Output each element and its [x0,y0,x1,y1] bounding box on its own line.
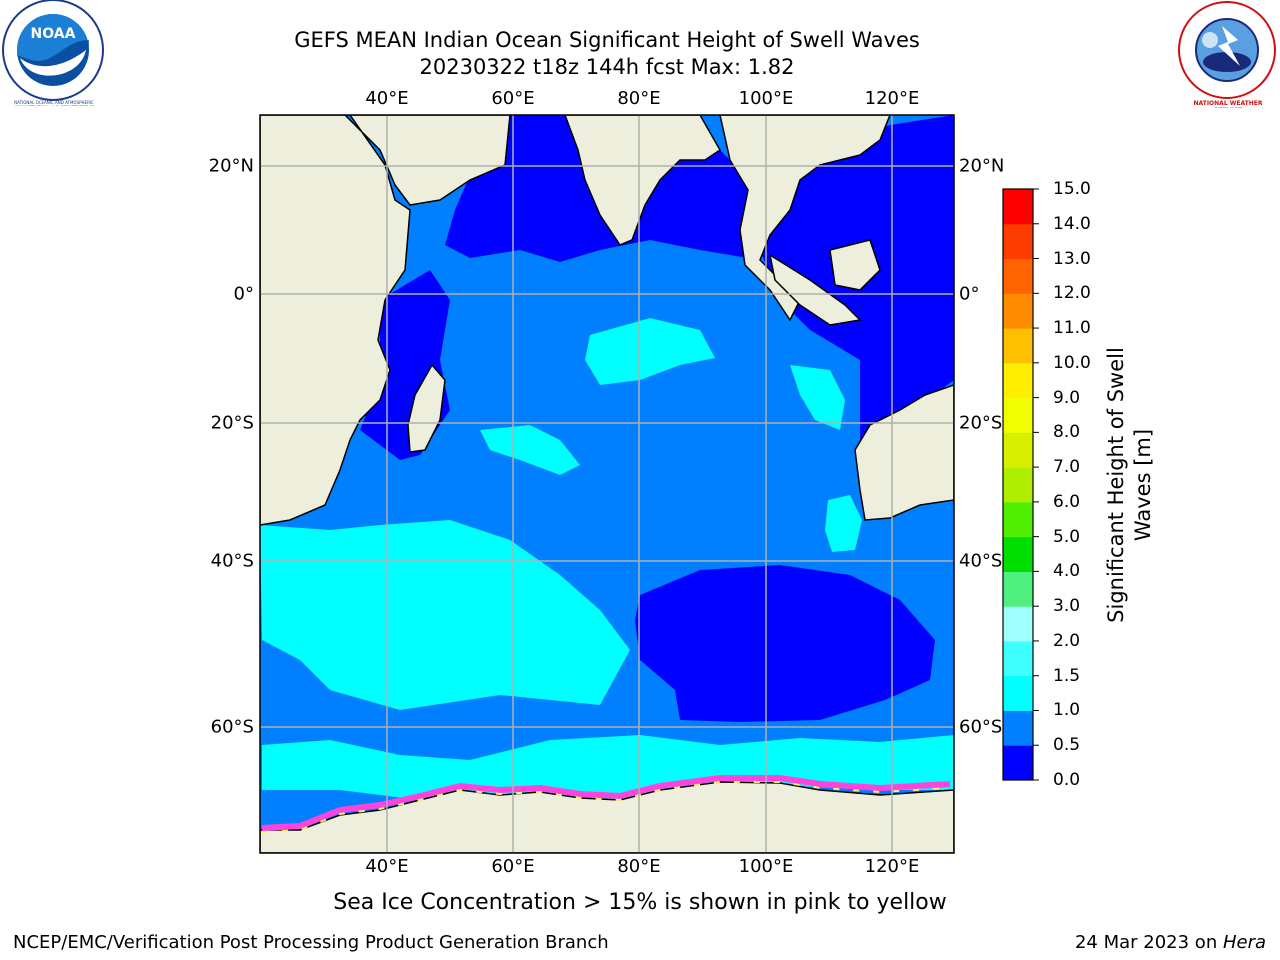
sea-ice-caption: Sea Ice Concentration > 15% is shown in … [333,890,947,915]
colorbar-title-line2: Waves [m] [1131,428,1155,542]
chart-subtitle: 20230322 t18z 144h fcst Max: 1.82 [419,55,795,79]
lon-label-bottom-40e: 40°E [365,856,409,877]
map-area [260,115,954,853]
colorbar-tick-label: 6.0 [1053,491,1081,512]
map-grid [260,115,954,853]
swell-high-central [585,318,715,385]
colorbar-segment [1003,745,1033,781]
noaa-logo: NOAA [2,0,104,101]
colorbar-segment [1003,328,1033,364]
colorbar-tick-label: 8.0 [1053,422,1081,443]
colorbar-segment [1003,293,1033,329]
footer-date-text: 24 Mar 2023 on [1074,932,1223,953]
colorbar-tick-label: 4.0 [1053,561,1081,582]
lat-label-left-20s: 20°S [210,412,254,434]
nws-ring-text: NATIONAL WEATHER SERVICE [1193,100,1263,108]
footer-host: Hera [1222,932,1266,953]
colorbar-tick-label: 2.0 [1053,630,1081,651]
swell-low-south-indian [635,565,935,722]
colorbar-tick-label: 9.0 [1053,387,1081,408]
colorbar-tick-label: 0.0 [1053,770,1081,790]
colorbar-tick-label: 10.0 [1053,352,1091,373]
colorbar-tick-label: 14.0 [1053,213,1091,234]
colorbar-segment [1003,467,1033,503]
colorbar-segment [1003,640,1033,677]
lat-label-left-20n: 20°N [208,155,254,177]
colorbar-tick-label: 12.0 [1053,283,1091,304]
colorbar-segment [1003,571,1033,607]
lon-label-top-120e: 120°E [864,88,920,109]
colorbar-tick-label: 0.5 [1053,735,1081,756]
colorbar-frame [1002,188,1034,781]
lat-label-left-40s: 40°S [210,550,254,572]
lat-label-left-0: 0° [233,283,254,305]
colorbar-segment [1003,501,1033,538]
land-madagascar [407,363,446,453]
lon-label-bottom-100e: 100°E [738,856,794,877]
land-india [564,115,721,246]
colorbar-tick-label: 15.0 [1053,179,1091,199]
lat-label-right-20n: 20°N [959,155,1005,177]
colorbar [1003,188,1039,781]
colorbar-tick-label: 1.5 [1053,665,1081,686]
colorbar-segment [1003,362,1033,399]
colorbar-segment [1003,189,1033,225]
colorbar-segment [1003,432,1033,468]
colorbar-tick-label: 7.0 [1053,457,1081,478]
colorbar-tick-label: 13.0 [1053,248,1091,269]
sea-ice-fringe-yellow [261,781,951,833]
swell-high-patch-australia [825,495,862,552]
land-sumatra-borneo [768,239,881,326]
colorbar-title-line1: Significant Height of Swell [1104,347,1128,623]
colorbar-tick-label: 5.0 [1053,526,1081,547]
colorbar-segment [1003,710,1033,746]
colorbar-title: Significant Height of Swell Waves [m] [1103,285,1157,685]
lat-label-right-0: 0° [959,283,980,305]
noaa-ring-text: NATIONAL OCEANIC AND ATMOSPHERIC ADMINIS… [13,100,94,106]
lon-label-top-80e: 80°E [617,88,661,109]
lat-label-right-40s: 40°S [959,550,1003,572]
colorbar-tick-label: 11.0 [1053,318,1091,339]
swell-high-patch-west [480,425,580,475]
lon-label-bottom-120e: 120°E [864,856,920,877]
swell-high-south-west [260,520,630,710]
colorbar-segment [1003,223,1033,260]
colorbar-segment [1003,606,1033,642]
lat-label-right-20s: 20°S [959,412,1003,434]
colorbar-tick-label: 1.0 [1053,700,1081,721]
land-australia [854,384,954,521]
lon-label-bottom-80e: 80°E [617,856,661,877]
lat-label-right-60s: 60°S [959,716,1003,738]
colorbar-segment [1003,258,1033,294]
map-frame [259,114,955,854]
chart-title: GEFS MEAN Indian Ocean Significant Heigh… [294,28,920,52]
lat-label-left-60s: 60°S [210,716,254,738]
footer-credit: NCEP/EMC/Verification Post Processing Pr… [13,932,609,953]
colorbar-segment [1003,397,1033,433]
colorbar-segment [1003,675,1033,711]
lon-label-top-40e: 40°E [365,88,409,109]
lon-label-top-100e: 100°E [738,88,794,109]
sea-ice-fringe [261,775,951,831]
noaa-logo-text: NOAA [31,26,76,42]
lon-label-top-60e: 60°E [491,88,535,109]
swell-high-patch-east [790,365,845,430]
nws-logo [1178,1,1276,99]
colorbar-segment [1003,536,1033,572]
colorbar-tick-label: 3.0 [1053,596,1081,617]
lon-label-bottom-60e: 60°E [491,856,535,877]
footer-date: 24 Mar 2023 on Hera [1075,932,1266,953]
